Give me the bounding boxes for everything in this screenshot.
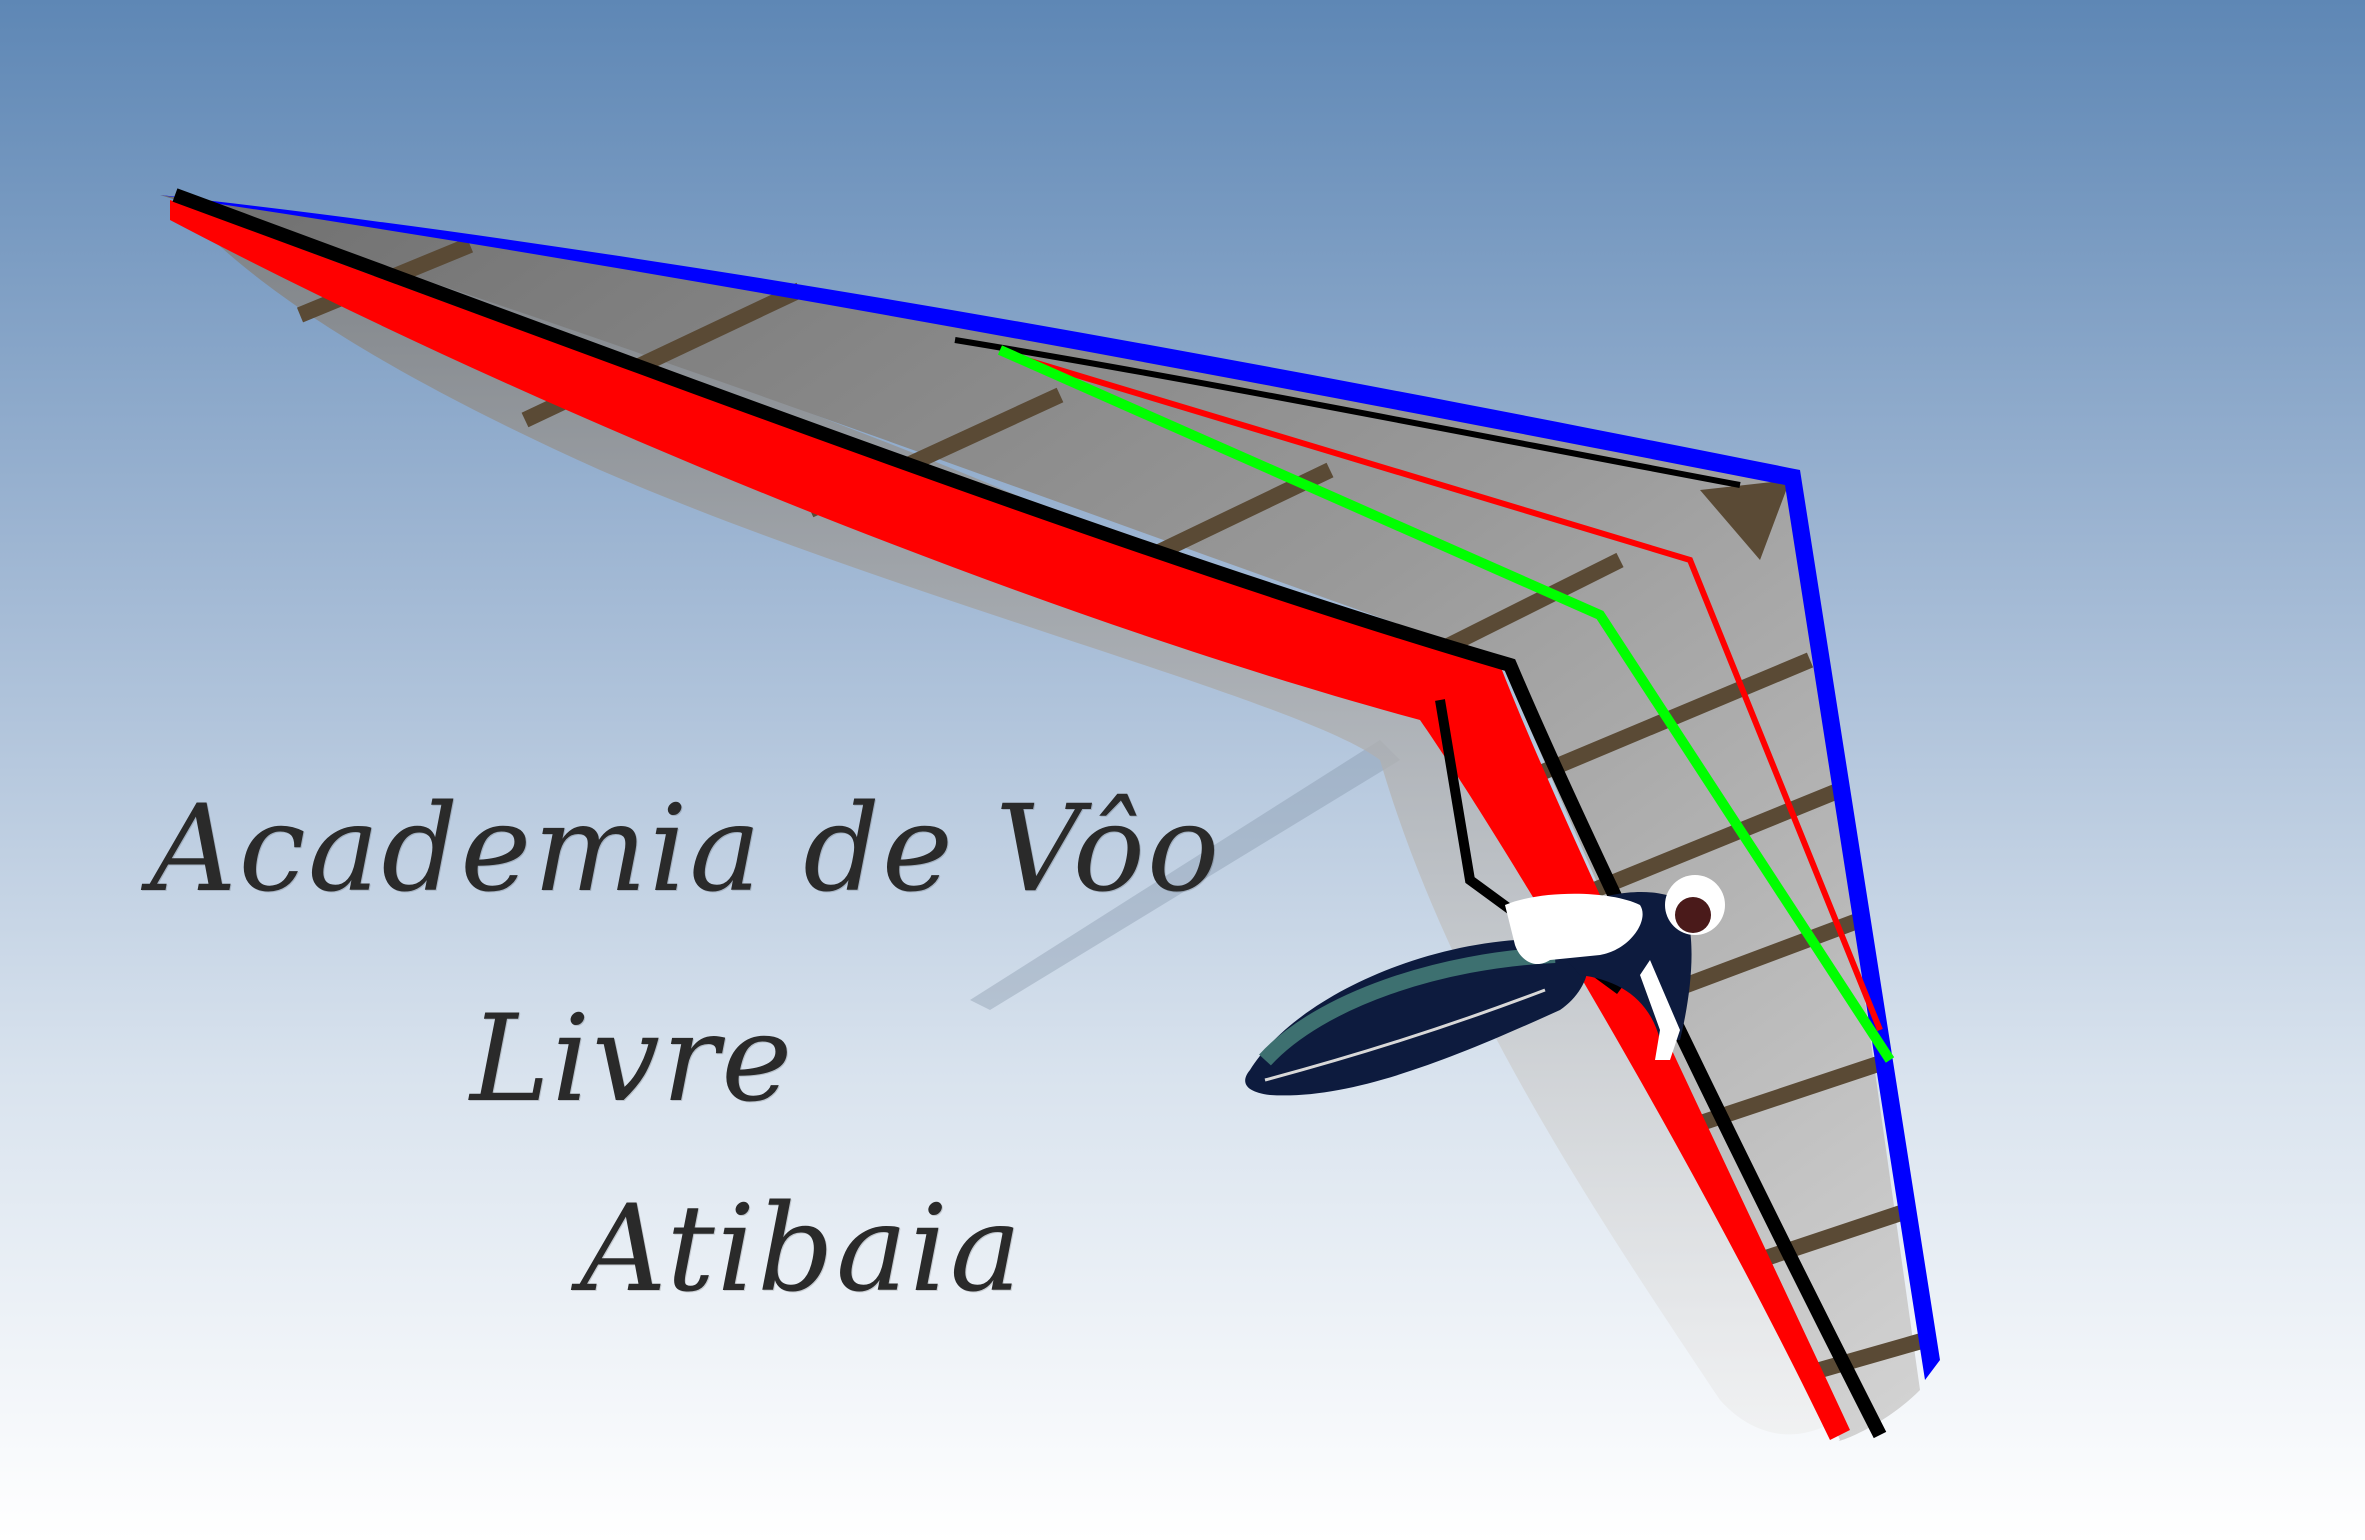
glider-shadow <box>970 740 1400 1010</box>
leading-edge-red <box>170 200 1850 1440</box>
inner-line-red <box>1009 352 1883 1032</box>
sail-surface <box>160 195 1920 1441</box>
inner-line-black <box>954 337 1741 488</box>
pilot-jacket <box>1505 893 1643 965</box>
pilot-face <box>1675 897 1711 933</box>
sail-underside <box>175 200 1870 1435</box>
nose-patch <box>1700 480 1790 560</box>
pilot-arm <box>1640 960 1680 1060</box>
keel-line-green <box>997 345 1895 1063</box>
logo-title-line-2: Livre <box>470 990 795 1129</box>
keel-frame-black <box>172 188 1887 1439</box>
harness-stripe <box>1259 947 1556 1066</box>
logo-title-line-3: Atibaia <box>580 1180 1024 1319</box>
harness-pod <box>1245 938 1589 1096</box>
logo-title-line-1: Academia de Vôo <box>150 780 1222 919</box>
harness-highlight <box>1264 988 1546 1082</box>
